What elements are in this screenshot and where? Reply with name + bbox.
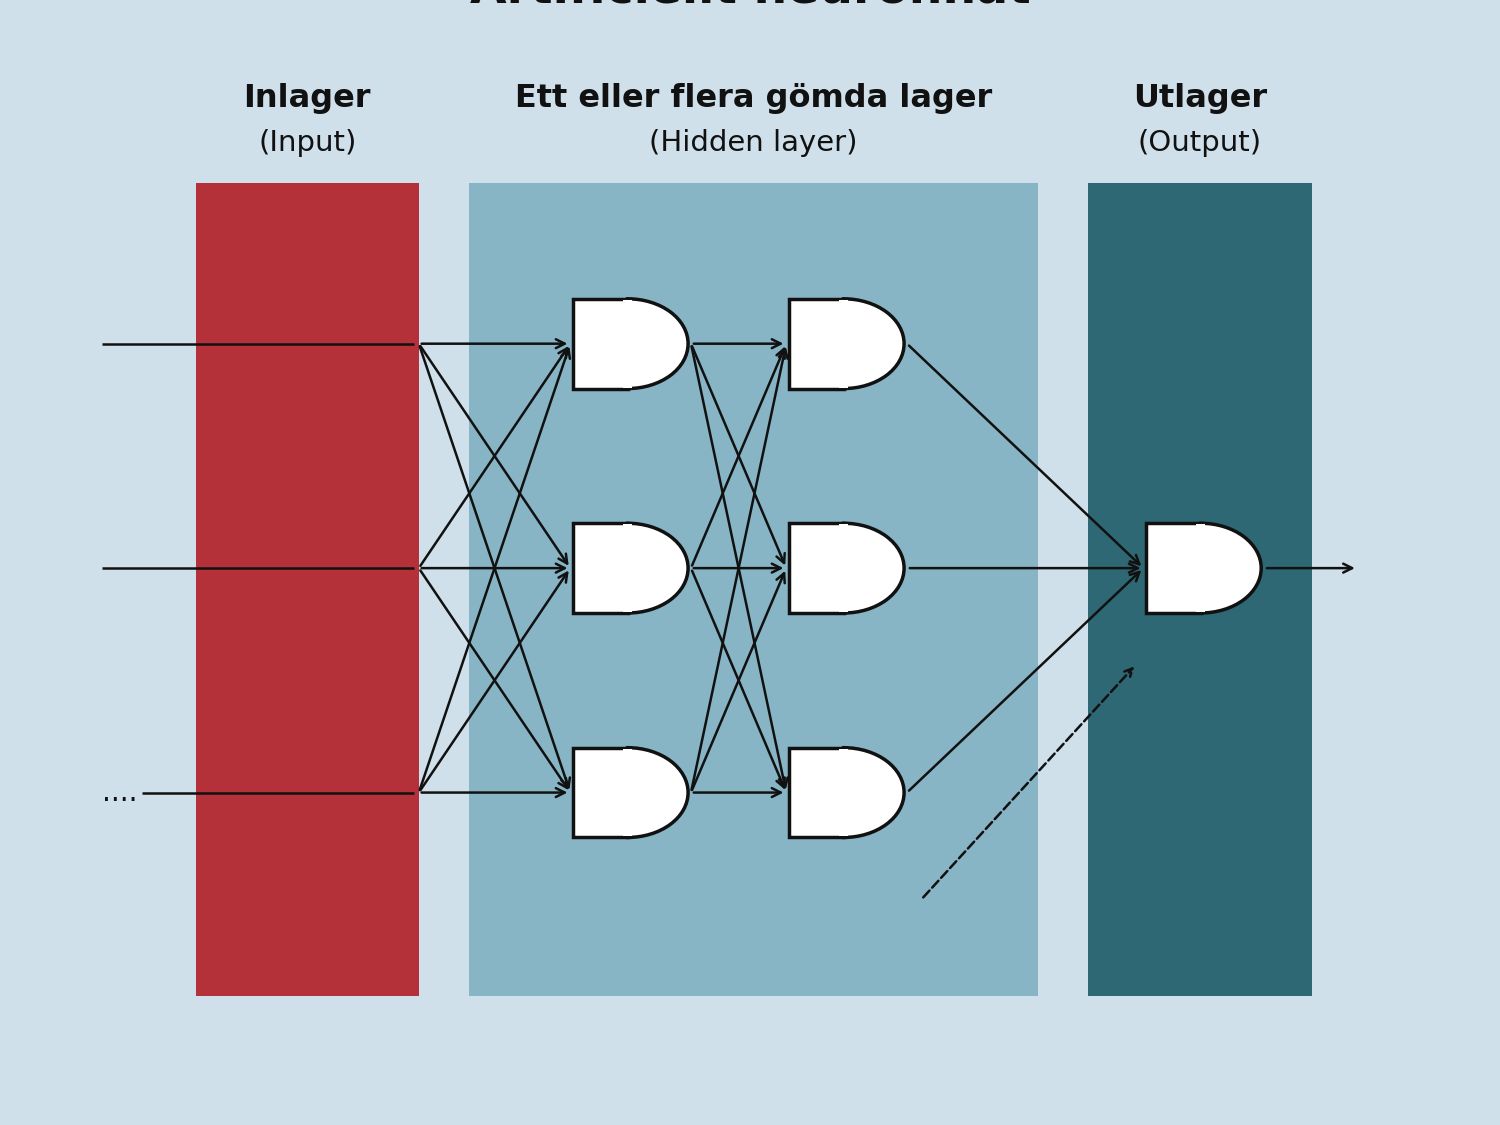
Text: (Output): (Output) bbox=[1138, 128, 1262, 156]
Bar bbox=[195, 183, 418, 996]
Text: Inlager: Inlager bbox=[243, 83, 370, 114]
Wedge shape bbox=[1200, 523, 1262, 613]
Text: Artificiellt neuronnät: Artificiellt neuronnät bbox=[470, 0, 1030, 12]
Wedge shape bbox=[843, 523, 904, 613]
Text: Ett eller flera gömda lager: Ett eller flera gömda lager bbox=[514, 83, 992, 114]
Polygon shape bbox=[573, 748, 627, 837]
Polygon shape bbox=[789, 299, 843, 388]
Polygon shape bbox=[840, 749, 848, 836]
Polygon shape bbox=[624, 749, 632, 836]
Polygon shape bbox=[840, 524, 848, 612]
Wedge shape bbox=[843, 748, 904, 837]
Text: (Input): (Input) bbox=[258, 128, 357, 156]
Text: (Hidden layer): (Hidden layer) bbox=[650, 128, 858, 156]
Polygon shape bbox=[624, 524, 632, 612]
Polygon shape bbox=[573, 523, 627, 613]
Wedge shape bbox=[627, 748, 688, 837]
Wedge shape bbox=[627, 523, 688, 613]
Wedge shape bbox=[843, 299, 904, 388]
Polygon shape bbox=[1197, 524, 1204, 612]
Polygon shape bbox=[840, 300, 848, 387]
Wedge shape bbox=[627, 299, 688, 388]
Text: ....: .... bbox=[102, 778, 138, 807]
Polygon shape bbox=[573, 299, 627, 388]
Text: Utlager: Utlager bbox=[1132, 83, 1268, 114]
Polygon shape bbox=[1146, 523, 1200, 613]
Bar bbox=[1089, 183, 1311, 996]
Polygon shape bbox=[624, 300, 632, 387]
Bar bbox=[470, 183, 1038, 996]
Polygon shape bbox=[789, 748, 843, 837]
Polygon shape bbox=[789, 523, 843, 613]
